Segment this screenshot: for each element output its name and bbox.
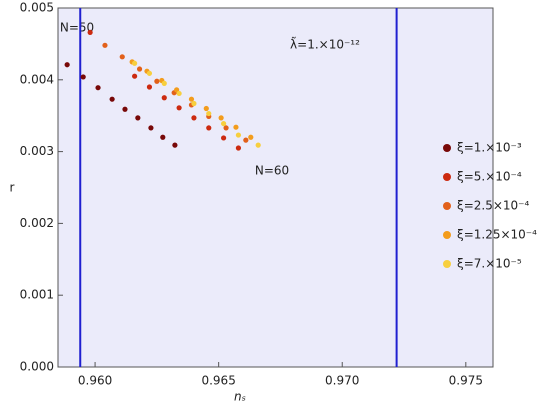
point	[80, 74, 86, 80]
x-axis-label: nₛ	[234, 390, 246, 404]
annotation: λ̃=1.×10⁻¹²	[290, 36, 360, 51]
legend-marker	[443, 202, 451, 210]
point	[233, 124, 239, 130]
legend-label: ξ=1.×10⁻³	[457, 141, 522, 155]
plot-background	[57, 7, 494, 368]
point	[95, 85, 101, 91]
point	[146, 84, 153, 90]
annotation: N=50	[60, 21, 94, 35]
y-tick-label: 0.000	[20, 360, 54, 374]
point	[136, 66, 143, 72]
point	[122, 106, 128, 112]
point	[206, 125, 212, 131]
point	[188, 96, 195, 102]
annotation: N=60	[255, 164, 289, 178]
legend-label: ξ=2.5×10⁻⁴	[457, 199, 529, 213]
point	[203, 105, 209, 112]
point	[176, 90, 182, 97]
point	[87, 29, 93, 36]
legend-marker	[443, 173, 451, 181]
point	[218, 115, 224, 121]
point	[191, 115, 197, 121]
point	[206, 110, 212, 117]
legend-marker	[443, 260, 451, 268]
point	[243, 137, 249, 143]
point	[172, 142, 178, 148]
y-axis-label: r	[10, 181, 15, 195]
y-tick-label: 0.001	[20, 288, 54, 302]
y-tick-label: 0.003	[20, 144, 54, 158]
point	[220, 120, 227, 127]
point	[132, 60, 138, 66]
x-tick-label: 0.975	[449, 374, 483, 388]
point	[220, 135, 227, 141]
x-tick-label: 0.970	[325, 374, 359, 388]
point	[132, 73, 138, 79]
point	[109, 96, 115, 102]
legend-marker	[443, 144, 451, 152]
point	[161, 80, 167, 86]
legend-label: ξ=5.×10⁻⁴	[457, 170, 522, 184]
point	[160, 134, 166, 140]
legend-label: ξ=7.×10⁻⁵	[457, 257, 522, 271]
point	[148, 125, 154, 131]
point	[161, 95, 167, 101]
point	[176, 105, 182, 111]
y-tick-label: 0.002	[20, 216, 54, 230]
y-tick-label: 0.005	[20, 1, 54, 15]
legend-label: ξ=1.25×10⁻⁴	[457, 228, 537, 242]
point	[154, 78, 160, 84]
point	[235, 132, 242, 138]
point	[135, 115, 141, 121]
x-tick-label: 0.965	[201, 374, 235, 388]
point	[119, 54, 125, 60]
point	[223, 125, 229, 131]
point	[64, 62, 70, 68]
point	[102, 42, 108, 48]
point	[255, 142, 261, 148]
point	[146, 70, 153, 76]
point	[191, 100, 197, 107]
point	[235, 145, 242, 151]
y-tick-label: 0.004	[20, 72, 54, 86]
point	[248, 134, 254, 140]
x-tick-label: 0.960	[78, 374, 112, 388]
legend-marker	[443, 231, 451, 239]
